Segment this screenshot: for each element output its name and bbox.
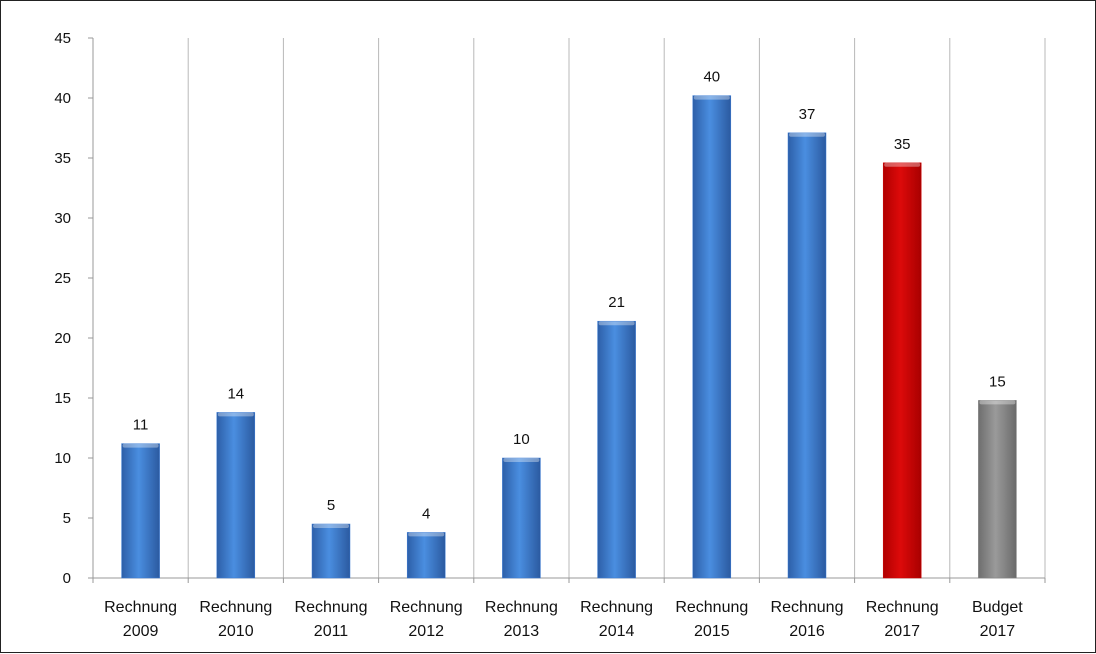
labels: 05101520253035404511Rechnung200914Rechnu… xyxy=(54,30,1023,640)
category-label: 2017 xyxy=(884,623,920,640)
data-label: 37 xyxy=(799,106,816,123)
y-tick-label: 10 xyxy=(54,450,71,467)
bar xyxy=(502,457,541,579)
data-label: 14 xyxy=(227,385,244,402)
data-label: 21 xyxy=(608,294,625,311)
category-label: 2010 xyxy=(218,623,254,640)
y-tick-label: 45 xyxy=(54,30,71,47)
grid-lines xyxy=(187,38,1046,578)
data-label: 4 xyxy=(422,505,430,522)
data-label: 11 xyxy=(133,417,149,434)
y-tick-label: 0 xyxy=(63,570,71,587)
category-label: Budget xyxy=(972,599,1023,616)
category-label: Rechnung xyxy=(675,599,748,616)
y-tick-label: 35 xyxy=(54,150,71,167)
category-label: 2014 xyxy=(599,623,635,640)
category-label: Rechnung xyxy=(104,599,177,616)
bar-cap xyxy=(598,321,635,326)
category-label: 2009 xyxy=(123,623,159,640)
bar-cap xyxy=(789,132,825,137)
data-label: 10 xyxy=(513,431,530,448)
category-label: Rechnung xyxy=(866,599,939,616)
bar-cap xyxy=(122,443,159,448)
data-label: 40 xyxy=(703,69,720,86)
data-label: 5 xyxy=(327,497,335,514)
y-tick-label: 25 xyxy=(54,270,71,287)
bar xyxy=(692,95,732,579)
bar xyxy=(882,162,922,579)
bar-cap xyxy=(979,400,1016,405)
category-label: 2013 xyxy=(504,623,540,640)
bar xyxy=(216,412,256,579)
bar xyxy=(597,320,636,579)
y-tick-label: 5 xyxy=(63,510,71,527)
data-label: 15 xyxy=(989,373,1006,390)
bar-cap xyxy=(693,95,730,100)
y-tick-label: 20 xyxy=(54,330,71,347)
category-label: Rechnung xyxy=(580,599,653,616)
bar xyxy=(121,443,160,579)
category-label: Rechnung xyxy=(199,599,272,616)
bar xyxy=(311,523,351,579)
bar xyxy=(978,400,1017,579)
y-tick-label: 40 xyxy=(54,90,71,107)
y-tick-label: 30 xyxy=(54,210,71,227)
y-tick-label: 15 xyxy=(54,390,71,407)
category-label: Rechnung xyxy=(390,599,463,616)
category-label: 2011 xyxy=(314,623,349,640)
bar-cap xyxy=(313,524,349,528)
category-label: Rechnung xyxy=(485,599,558,616)
category-label: 2015 xyxy=(694,623,730,640)
bar-cap xyxy=(884,162,921,167)
bar-cap xyxy=(503,458,540,462)
category-label: Rechnung xyxy=(771,599,844,616)
bars xyxy=(121,95,1017,579)
category-label: 2012 xyxy=(408,623,444,640)
category-label: 2016 xyxy=(789,623,825,640)
data-label: 35 xyxy=(894,136,911,153)
bar-cap xyxy=(217,412,254,417)
bar-cap xyxy=(408,532,445,537)
bar xyxy=(787,132,827,579)
bar xyxy=(406,532,446,579)
category-label: 2017 xyxy=(980,623,1016,640)
category-label: Rechnung xyxy=(295,599,368,616)
